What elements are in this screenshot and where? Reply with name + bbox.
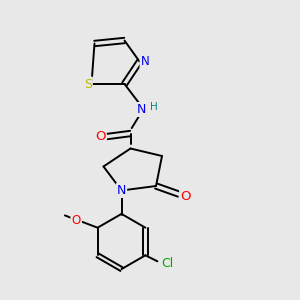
Text: O: O bbox=[71, 214, 81, 227]
Text: O: O bbox=[180, 190, 191, 203]
Text: N: N bbox=[136, 103, 146, 116]
Text: N: N bbox=[140, 55, 149, 68]
Text: H: H bbox=[150, 101, 158, 112]
Text: N: N bbox=[117, 184, 126, 197]
Text: S: S bbox=[84, 77, 92, 91]
Text: Cl: Cl bbox=[161, 257, 173, 270]
Text: O: O bbox=[95, 130, 106, 143]
